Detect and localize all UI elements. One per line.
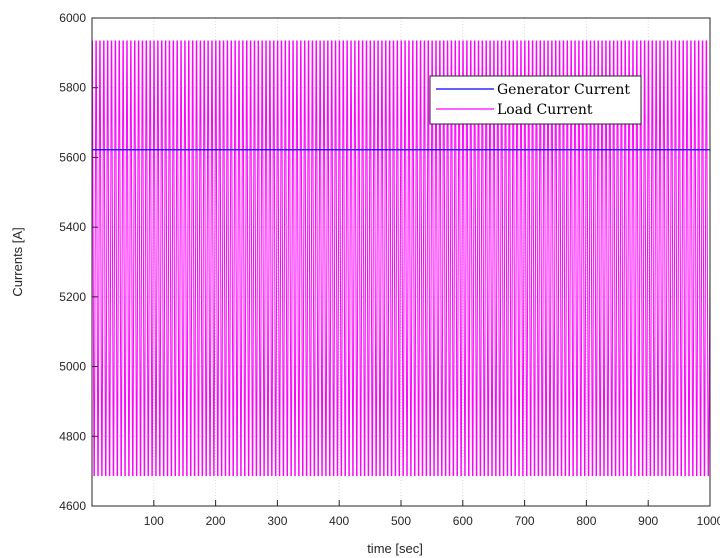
y-tick-label: 5400	[59, 220, 86, 234]
y-axis-label: Currents [A]	[10, 227, 25, 296]
y-tick-label: 5600	[59, 150, 86, 164]
x-tick-label: 400	[329, 514, 349, 528]
x-tick-label: 1000	[697, 514, 720, 528]
x-tick-label: 300	[267, 514, 287, 528]
y-tick-label: 4600	[59, 499, 86, 513]
legend-box	[429, 75, 642, 125]
y-tick-label: 5000	[59, 360, 86, 374]
legend-label-generator-current: Generator Current	[497, 82, 630, 98]
x-tick-label: 900	[638, 514, 658, 528]
y-tick-label: 6000	[59, 11, 86, 25]
series-line-load-current	[91, 40, 711, 477]
legend: Generator Current Load Current	[429, 75, 642, 125]
y-tick-label: 5200	[59, 290, 86, 304]
x-tick-label: 500	[391, 514, 411, 528]
x-tick-label: 100	[144, 514, 164, 528]
ticks: 100 200 300 400 500 600 700 800 900 1000 4600 4800 5…	[59, 11, 720, 528]
x-tick-label: 800	[576, 514, 596, 528]
y-tick-label: 5800	[59, 81, 86, 95]
x-tick-label: 600	[453, 514, 473, 528]
legend-label-load-current: Load Current	[497, 102, 593, 118]
x-tick-label: 200	[206, 514, 226, 528]
series-layer	[91, 40, 711, 477]
y-tick-label: 4800	[59, 429, 86, 443]
x-tick-label: 700	[515, 514, 535, 528]
x-axis-label: time [sec]	[367, 541, 423, 556]
